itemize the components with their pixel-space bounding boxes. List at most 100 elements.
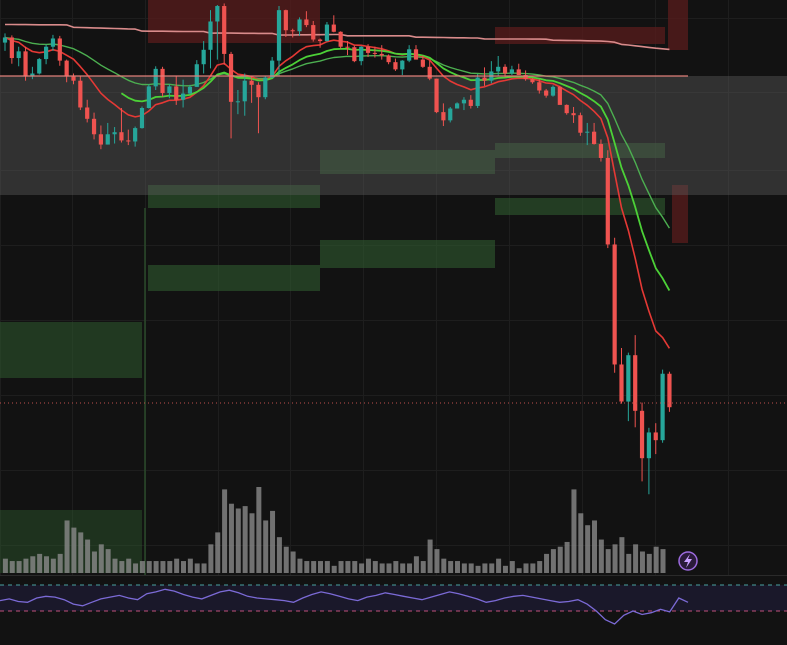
volume-bar <box>400 563 406 573</box>
candle-up <box>626 355 631 402</box>
volume-bar <box>509 561 515 573</box>
volume-bar <box>338 561 344 573</box>
candle-up <box>270 60 275 78</box>
candle-down <box>256 84 261 98</box>
volume-bar <box>639 551 645 573</box>
candle-down <box>564 104 569 114</box>
candle-up <box>2 37 8 43</box>
volume-bar <box>242 506 248 573</box>
volume-bar <box>372 561 378 573</box>
volume-bar <box>311 561 317 573</box>
candle-down <box>222 6 227 54</box>
volume-bar <box>359 563 365 573</box>
supply-zone <box>672 185 688 243</box>
candle-up <box>201 49 206 65</box>
candle-down <box>557 86 562 105</box>
volume-bar <box>187 558 193 573</box>
candle-down <box>365 46 371 53</box>
volume-bar <box>64 520 70 573</box>
candle-down <box>530 79 535 83</box>
candle-up <box>660 373 665 441</box>
candle-down <box>434 78 439 113</box>
demand-zone <box>320 150 495 174</box>
candle-down <box>571 113 576 116</box>
volume-bar <box>105 549 111 573</box>
demand-zone <box>0 322 142 378</box>
volume-bar <box>71 527 77 573</box>
volume-bar <box>592 520 597 573</box>
candle-up <box>359 46 364 62</box>
volume-bar <box>468 563 474 573</box>
volume-bar <box>85 539 91 573</box>
candle-down <box>64 60 69 77</box>
volume-bar <box>516 568 522 573</box>
candle-down <box>393 62 398 70</box>
demand-zone <box>495 198 665 215</box>
candle-up <box>448 108 453 121</box>
volume-bar <box>352 561 358 573</box>
candle-up <box>455 103 460 109</box>
candle-up <box>242 80 247 102</box>
volume-bar <box>208 544 214 573</box>
candle-down <box>23 51 28 77</box>
candle-down <box>78 80 83 108</box>
moving-averages <box>4 23 671 349</box>
volume-bar <box>297 558 303 573</box>
candle-down <box>85 107 90 119</box>
candle-up <box>297 19 302 32</box>
volume-bar <box>263 520 269 573</box>
candle-down <box>119 132 124 141</box>
candles <box>2 3 672 495</box>
volume-bar <box>544 553 550 573</box>
volume-bar <box>215 532 221 573</box>
candle-down <box>345 46 350 48</box>
candle-up <box>208 21 213 50</box>
candle-up <box>646 432 651 459</box>
price-lines <box>0 75 787 404</box>
ema-slow-line <box>4 36 670 229</box>
candle-down <box>427 66 432 79</box>
candle-up <box>181 93 186 100</box>
volume-bar <box>194 563 200 573</box>
candle-up <box>407 49 412 61</box>
volume-bar <box>502 565 508 573</box>
candle-down <box>311 25 316 40</box>
candle-down <box>413 49 419 60</box>
volume-bar <box>324 561 330 573</box>
volume-bar <box>249 513 255 573</box>
demand-zone <box>495 143 665 158</box>
candle-down <box>482 77 487 81</box>
candle-down <box>174 86 179 100</box>
candle-up <box>112 132 117 135</box>
demand-zone <box>320 240 495 268</box>
volume-bar <box>557 546 563 573</box>
volume-bar <box>270 510 276 573</box>
candle-down <box>578 115 583 133</box>
volume-bar <box>50 558 56 573</box>
candle-down <box>598 144 604 158</box>
candle-down <box>537 82 542 91</box>
candle-down <box>249 80 254 85</box>
volume-bar <box>646 553 652 573</box>
volume-bar <box>9 561 15 573</box>
range-band-box <box>0 76 787 195</box>
ema-long-line <box>5 23 670 51</box>
volume-bar <box>133 563 139 573</box>
volume-bar <box>653 546 659 573</box>
candle-up <box>496 66 501 72</box>
volume-bar <box>174 558 180 573</box>
volume-bar <box>420 561 426 573</box>
candle-down <box>468 99 473 106</box>
lightning-icon[interactable] <box>678 551 698 571</box>
candle-down <box>667 373 672 408</box>
candle-up <box>585 131 590 133</box>
volume-bar <box>537 561 543 573</box>
volume-bar <box>91 551 97 573</box>
candle-up <box>167 86 172 94</box>
range-band <box>0 76 787 195</box>
candle-down <box>544 90 549 96</box>
volume-bar <box>112 558 118 573</box>
candle-down <box>639 410 645 459</box>
